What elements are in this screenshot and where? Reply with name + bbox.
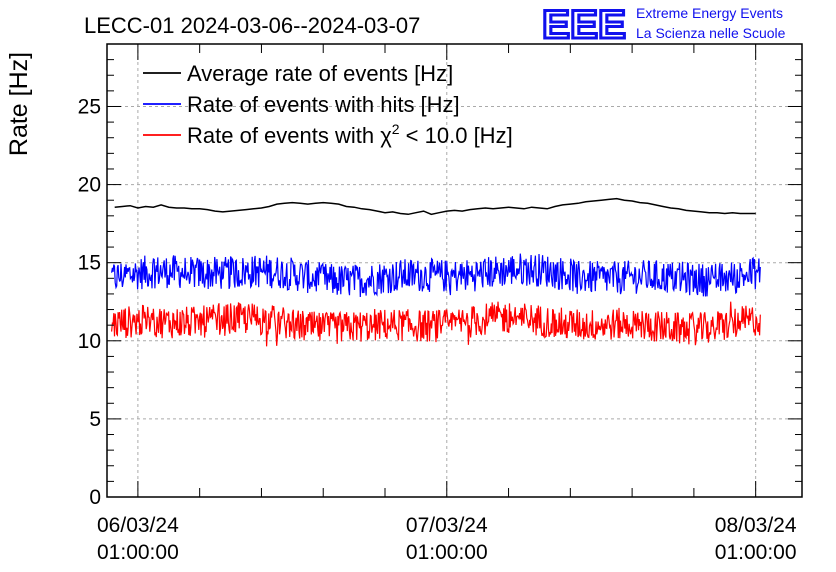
x-tick-date-label: 07/03/24 xyxy=(406,514,488,537)
legend-label-1: Rate of events with hits [Hz] xyxy=(187,92,460,117)
eee-logo: EEE Extreme Energy Events La Scienza nel… xyxy=(541,2,786,49)
y-tick-label: 5 xyxy=(89,408,101,431)
y-tick-label: 10 xyxy=(78,330,101,353)
y-axis-label: Rate [Hz] xyxy=(5,52,33,156)
y-tick-label: 25 xyxy=(78,95,101,118)
axes xyxy=(106,43,803,498)
y-tick-label: 0 xyxy=(89,486,101,509)
x-tick-time-label: 01:00:00 xyxy=(406,541,488,564)
y-tick-label: 15 xyxy=(78,252,101,275)
series-line-2 xyxy=(111,301,761,347)
legend-label-0: Average rate of events [Hz] xyxy=(187,61,453,86)
logo-line1: Extreme Energy Events xyxy=(636,5,783,21)
chart-title: LECC-01 2024-03-06--2024-03-07 xyxy=(84,13,420,38)
legend-label-2: Rate of events with χ2 < 10.0 [Hz] xyxy=(187,121,513,148)
logo-mark: EEE xyxy=(542,3,626,47)
x-tick-time-label: 01:00:00 xyxy=(97,541,179,564)
x-tick-date-label: 06/03/24 xyxy=(97,514,179,537)
grid-lines xyxy=(107,44,802,497)
logo-line2: La Scienza nelle Scuole xyxy=(636,25,786,41)
plot-frame xyxy=(106,43,803,498)
y-tick-label: 20 xyxy=(78,174,101,197)
series-layer xyxy=(111,197,761,347)
series-line-0 xyxy=(114,197,756,216)
series-line-1 xyxy=(111,253,761,298)
x-tick-date-label: 08/03/24 xyxy=(715,514,797,537)
x-tick-time-label: 01:00:00 xyxy=(715,541,797,564)
legend: Average rate of events [Hz] Rate of event… xyxy=(143,61,513,148)
tick-labels: 0 5 10 15 20 25 06/03/24 01:00:00 07/03/24 01:00:… xyxy=(78,95,797,564)
